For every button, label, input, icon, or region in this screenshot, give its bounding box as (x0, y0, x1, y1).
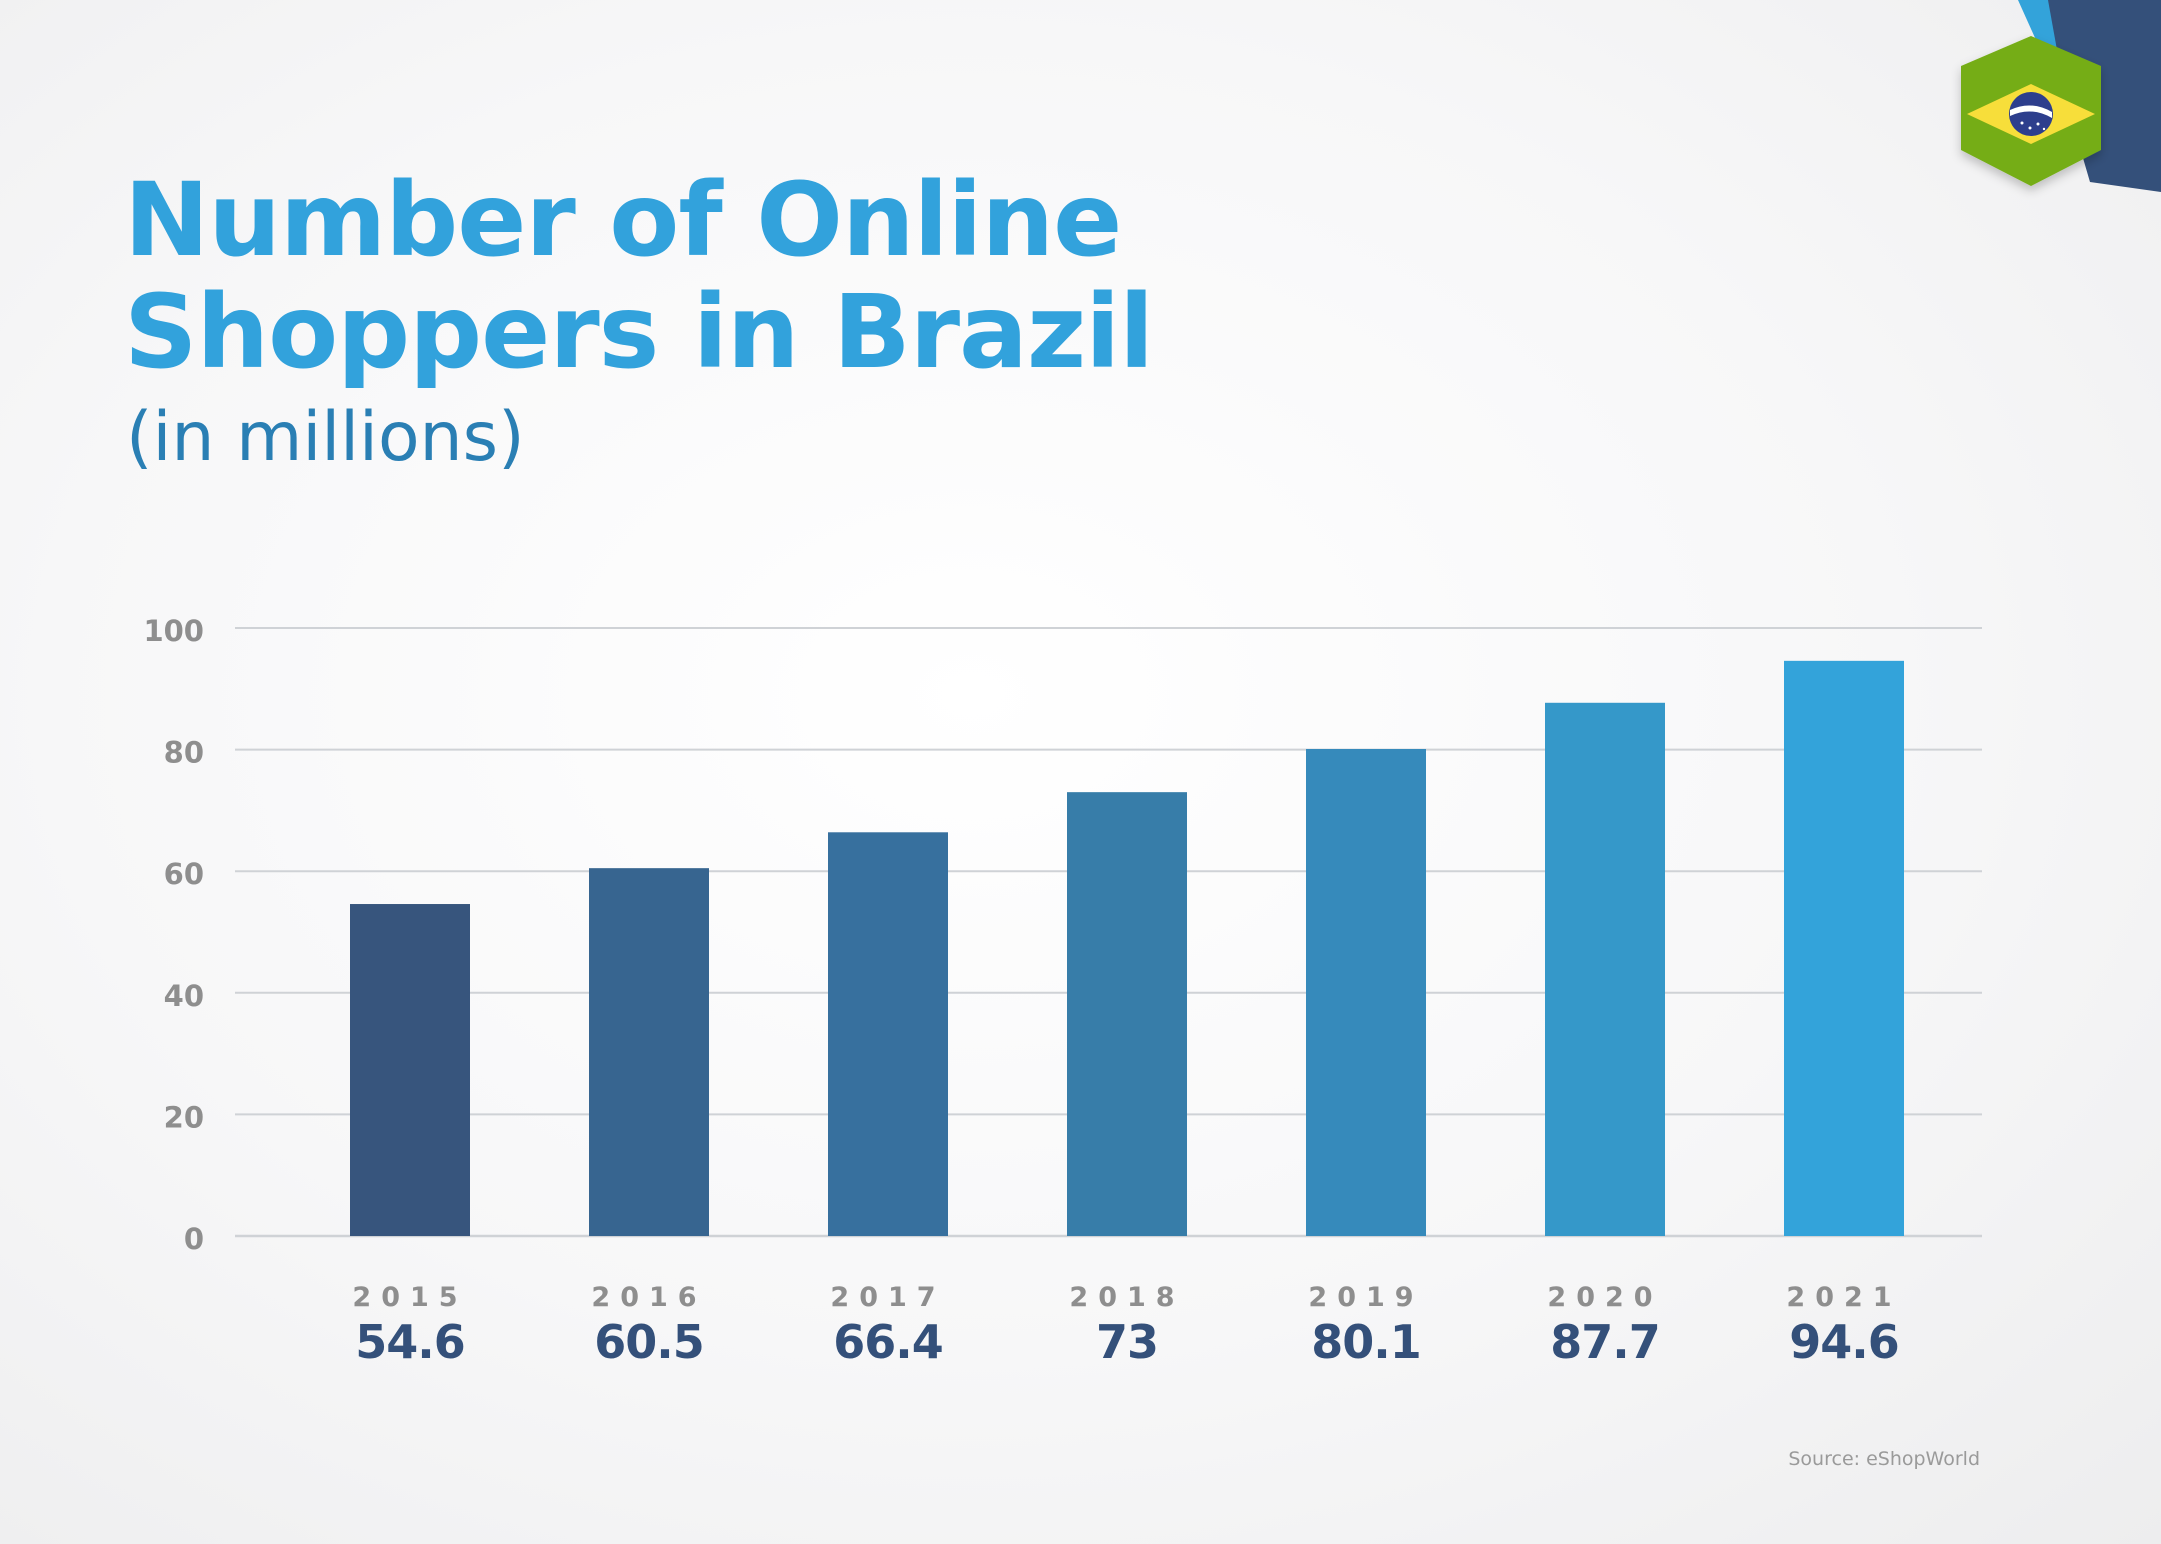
chart-title: Number of Online Shoppers in Brazil (124, 161, 1154, 392)
value-label: 66.4 (833, 1315, 943, 1369)
bar-2019 (1306, 748, 1426, 1236)
bar-2018 (1067, 792, 1187, 1236)
x-tick-label: 2019 (1308, 1282, 1423, 1313)
value-label: 60.5 (594, 1315, 704, 1369)
chart-title-line-2: Shoppers in Brazil (124, 273, 1154, 392)
chart-subtitle: (in millions) (126, 398, 525, 477)
value-labels: 54.6 60.5 66.4 73 80.1 87.7 94.6 (355, 1315, 1900, 1369)
bar-2015 (350, 904, 470, 1236)
y-tick-label: 100 (143, 614, 204, 648)
chart-title-line-1: Number of Online (124, 161, 1122, 280)
x-tick-label: 2016 (591, 1282, 706, 1313)
y-axis-labels: 0 20 40 60 80 100 (143, 614, 204, 1256)
bar-2017 (828, 832, 948, 1236)
value-label: 54.6 (355, 1315, 465, 1369)
flag-star (2036, 122, 2040, 126)
flag-star (2042, 127, 2046, 131)
flag-star (2028, 126, 2032, 130)
value-label: 80.1 (1311, 1315, 1421, 1369)
value-label: 94.6 (1789, 1315, 1899, 1369)
bar-2021 (1784, 660, 1904, 1236)
y-tick-label: 80 (164, 736, 204, 770)
value-label: 73 (1096, 1315, 1158, 1369)
y-tick-label: 40 (164, 979, 204, 1013)
value-label: 87.7 (1550, 1315, 1660, 1369)
y-tick-label: 60 (164, 857, 204, 891)
y-tick-label: 0 (184, 1222, 204, 1256)
flag-globe (2009, 92, 2053, 136)
flag-band (2010, 105, 2052, 118)
source-note: Source: eShopWorld (1788, 1448, 1980, 1470)
flag-star (2020, 121, 2024, 125)
x-axis-labels: 2015 2016 2017 2018 2019 2020 2021 (352, 1282, 1901, 1313)
bars (350, 660, 1904, 1236)
bar-2016 (589, 868, 709, 1236)
x-tick-label: 2017 (830, 1282, 945, 1313)
brazil-flag-icon (1961, 0, 2161, 192)
x-tick-label: 2021 (1786, 1282, 1901, 1313)
x-tick-label: 2015 (352, 1282, 467, 1313)
x-tick-label: 2018 (1069, 1282, 1184, 1313)
y-tick-label: 20 (164, 1100, 204, 1134)
x-tick-label: 2020 (1547, 1282, 1662, 1313)
corner-accent-dark (2048, 0, 2161, 192)
bar-2020 (1545, 702, 1665, 1236)
